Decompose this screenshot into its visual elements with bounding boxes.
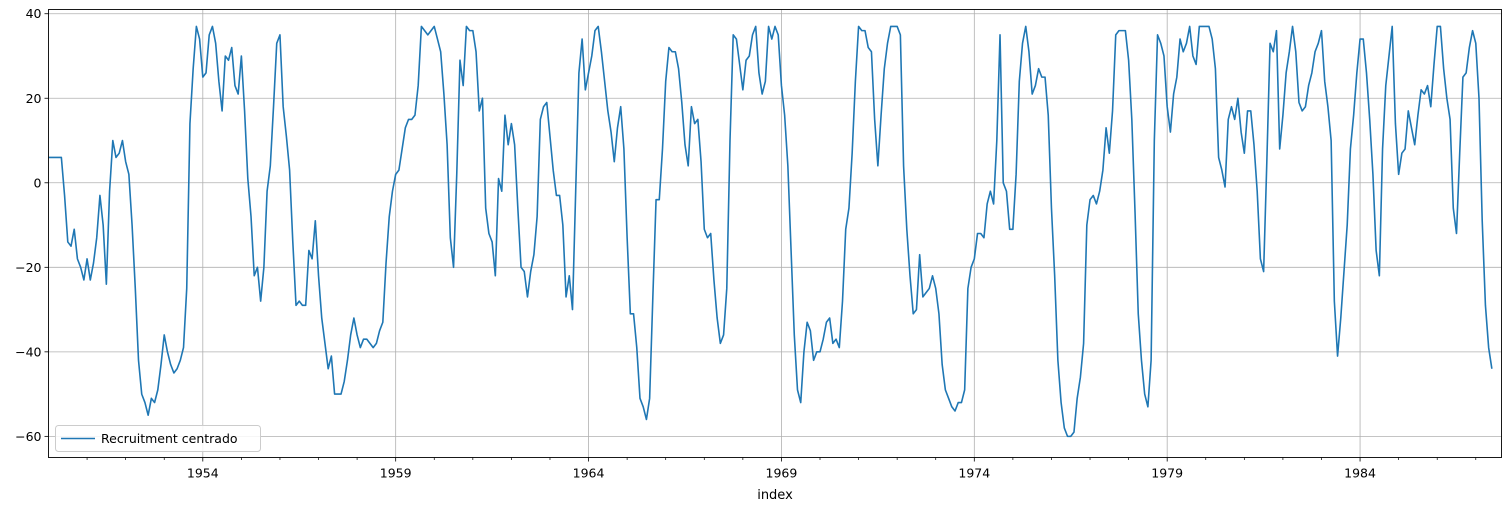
y-tick-label: 20: [26, 91, 42, 106]
series-line-recruitment: [48, 25, 1493, 438]
y-tick-label: 40: [26, 6, 42, 21]
x-tick-label: 1959: [380, 466, 412, 481]
legend-frame: [55, 425, 261, 452]
y-tick-label: −60: [15, 429, 41, 444]
x-tick-label: 1964: [573, 466, 605, 481]
plot-frame: [48, 9, 1502, 458]
axis-ticks: 40 20 0 −20 −40 −60 1954 1959 1964 1969 1974 1979 19…: [15, 6, 1477, 481]
x-tick-label: 1974: [958, 466, 990, 481]
y-tick-label: 0: [34, 175, 42, 190]
legend-label-recruitment: Recruitment centrado: [101, 431, 238, 446]
y-tick-label: −40: [15, 344, 41, 359]
x-tick-label: 1969: [766, 466, 798, 481]
x-tick-label: 1984: [1344, 466, 1376, 481]
legend: Recruitment centrado: [55, 425, 261, 452]
plot-area: [48, 25, 1493, 438]
x-tick-label: 1954: [187, 466, 219, 481]
x-tick-label: 1979: [1151, 466, 1183, 481]
y-tick-label: −20: [15, 260, 41, 275]
x-axis-label: index: [757, 488, 793, 503]
